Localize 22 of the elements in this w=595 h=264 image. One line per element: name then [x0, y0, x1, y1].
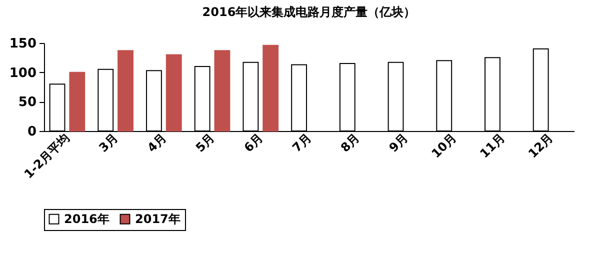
- y-tick-label: 0: [27, 124, 36, 140]
- bar: [118, 50, 134, 132]
- chart-title: 2016年以来集成电路月度产量（亿块）: [202, 5, 416, 19]
- x-tick-label: 10月: [428, 130, 460, 161]
- x-tick-label: 12月: [526, 130, 556, 161]
- x-tick-label: 5月: [192, 130, 218, 155]
- x-tick-label: 9月: [386, 130, 411, 155]
- y-tick-label: 50: [18, 95, 36, 110]
- y-tick-label: 100: [9, 66, 36, 81]
- legend-label: 2016年: [64, 212, 110, 226]
- x-tick-label: 7月: [290, 130, 314, 155]
- bar: [214, 50, 230, 132]
- bar: [262, 44, 279, 132]
- legend-label: 2017年: [135, 212, 180, 226]
- x-tick-label: 3月: [96, 130, 121, 155]
- bar: [69, 72, 86, 132]
- x-tick-label: 4月: [144, 130, 169, 155]
- bar: [166, 54, 182, 132]
- y-tick-label: 150: [9, 36, 36, 52]
- x-tick-label: 8月: [338, 130, 362, 155]
- x-tick-label: 11月: [477, 130, 508, 161]
- x-tick-label: 6月: [241, 130, 266, 155]
